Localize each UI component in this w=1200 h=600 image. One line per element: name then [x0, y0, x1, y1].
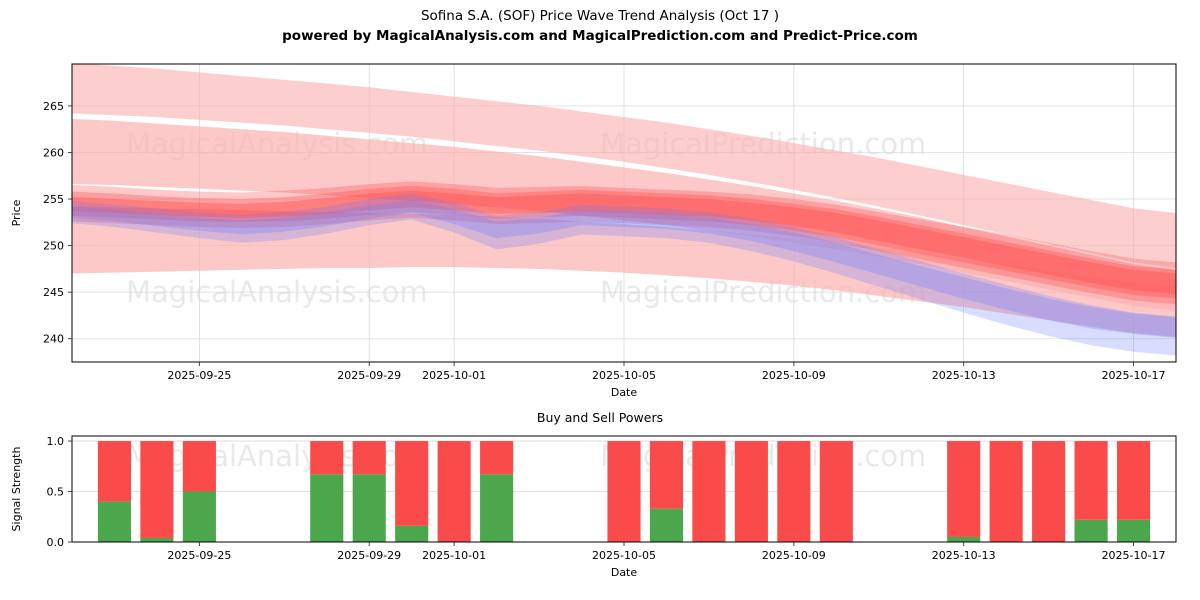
y-tick-label: 1.0 — [47, 435, 65, 448]
x-tick-label: 2025-10-01 — [422, 369, 486, 382]
x-axis-label: Date — [611, 386, 638, 399]
x-tick-label: 2025-10-13 — [932, 549, 996, 562]
x-axis-label: Date — [611, 566, 638, 579]
bar-group[interactable] — [140, 441, 174, 542]
buy-power-bar[interactable] — [352, 474, 386, 542]
sell-power-bar[interactable] — [395, 441, 429, 526]
page-subtitle: powered by MagicalAnalysis.com and Magic… — [282, 28, 918, 44]
buy-power-bar[interactable] — [1074, 519, 1108, 542]
y-tick-label: 260 — [43, 146, 64, 159]
sell-power-bar[interactable] — [140, 441, 174, 538]
sell-power-bar[interactable] — [777, 441, 811, 542]
x-tick-label: 2025-09-25 — [167, 369, 231, 382]
sell-power-bar[interactable] — [692, 441, 726, 542]
bar-group[interactable] — [777, 441, 811, 542]
y-tick-label: 250 — [43, 240, 64, 253]
bar-group[interactable] — [437, 441, 471, 542]
bar-group[interactable] — [734, 441, 768, 542]
buy-power-bar[interactable] — [140, 537, 174, 542]
y-tick-label: 240 — [43, 333, 64, 346]
price-band-red-wave-1 — [72, 181, 1176, 305]
buy-power-bar[interactable] — [97, 501, 132, 542]
buy-power-bar[interactable] — [947, 536, 981, 542]
sell-power-bar[interactable] — [989, 441, 1023, 542]
bar-group[interactable] — [989, 441, 1023, 542]
sell-power-bar[interactable] — [437, 441, 471, 542]
price-wave-panel: MagicalAnalysis.com MagicalPrediction.com… — [0, 46, 1200, 406]
x-tick-label: 2025-10-09 — [762, 549, 826, 562]
sell-power-bar[interactable] — [480, 441, 514, 475]
y-axis-label: Price — [10, 199, 23, 226]
bar-group[interactable] — [310, 441, 344, 542]
y-axis-label: Signal Strength — [10, 447, 23, 532]
sell-power-bar[interactable] — [734, 441, 768, 542]
buy-power-bar[interactable] — [182, 491, 216, 542]
bar-group[interactable] — [607, 441, 641, 542]
buy-power-bar[interactable] — [395, 525, 429, 542]
x-tick-label: 2025-09-29 — [337, 369, 401, 382]
buy-power-bar[interactable] — [480, 474, 514, 542]
bar-group[interactable] — [819, 441, 853, 542]
x-tick-label: 2025-10-17 — [1102, 549, 1166, 562]
sell-power-bar[interactable] — [1116, 441, 1151, 520]
sell-power-bar[interactable] — [97, 441, 132, 502]
price-band-red-wave-2 — [72, 185, 1176, 299]
sell-power-bar[interactable] — [1074, 441, 1108, 520]
x-tick-label: 2025-09-29 — [337, 549, 401, 562]
price-band-red-wave-3 — [72, 190, 1176, 295]
price-band-outer-mid-band — [72, 118, 1176, 311]
x-tick-label: 2025-10-05 — [592, 549, 656, 562]
bar-group[interactable] — [1032, 441, 1066, 542]
buy-sell-powers-chart: Buy and Sell PowersMagicalAnalysis.comMa… — [10, 410, 1177, 579]
buy-power-bar[interactable] — [1116, 519, 1151, 542]
x-tick-label: 2025-09-25 — [167, 549, 231, 562]
bar-group[interactable] — [692, 441, 726, 542]
x-tick-label: 2025-10-13 — [932, 369, 996, 382]
bar-group[interactable] — [182, 441, 216, 542]
page-title: Sofina S.A. (SOF) Price Wave Trend Analy… — [420, 8, 780, 24]
panel-title: Buy and Sell Powers — [537, 410, 663, 425]
x-tick-label: 2025-10-09 — [762, 369, 826, 382]
y-tick-label: 265 — [43, 100, 64, 113]
bar-group[interactable] — [1116, 441, 1151, 542]
x-tick-label: 2025-10-17 — [1102, 369, 1166, 382]
bar-group[interactable] — [480, 441, 514, 542]
y-tick-label: 0.5 — [47, 486, 65, 499]
price-band-outer-lower-band — [72, 206, 1176, 337]
bar-group[interactable] — [1074, 441, 1108, 542]
y-tick-label: 255 — [43, 193, 64, 206]
bar-group[interactable] — [947, 441, 981, 542]
title-block: Sofina S.A. (SOF) Price Wave Trend Analy… — [0, 6, 1200, 46]
sell-power-bar[interactable] — [947, 441, 981, 537]
sell-power-bar[interactable] — [819, 441, 853, 542]
price-band-blue-wave-1 — [72, 193, 1176, 356]
sell-power-bar[interactable] — [182, 441, 216, 492]
bar-group[interactable] — [649, 441, 684, 542]
x-tick-label: 2025-10-01 — [422, 549, 486, 562]
sell-power-bar[interactable] — [607, 441, 641, 542]
bar-group[interactable] — [352, 441, 386, 542]
price-band-outer-upper-band — [72, 64, 1176, 268]
x-tick-label: 2025-10-05 — [592, 369, 656, 382]
sell-power-bar[interactable] — [310, 441, 344, 475]
bar-group[interactable] — [97, 441, 132, 542]
y-tick-label: 0.0 — [47, 536, 65, 549]
sell-power-bar[interactable] — [352, 441, 386, 475]
y-tick-label: 245 — [43, 286, 64, 299]
sell-power-bar[interactable] — [1032, 441, 1066, 542]
sell-power-bar[interactable] — [649, 441, 684, 509]
bar-group[interactable] — [395, 441, 429, 542]
buy-sell-powers-panel: Buy and Sell PowersMagicalAnalysis.comMa… — [0, 406, 1200, 600]
buy-power-bar[interactable] — [649, 508, 684, 542]
price-wave-chart: MagicalAnalysis.com MagicalPrediction.com… — [10, 63, 1177, 399]
buy-power-bar[interactable] — [310, 474, 344, 542]
